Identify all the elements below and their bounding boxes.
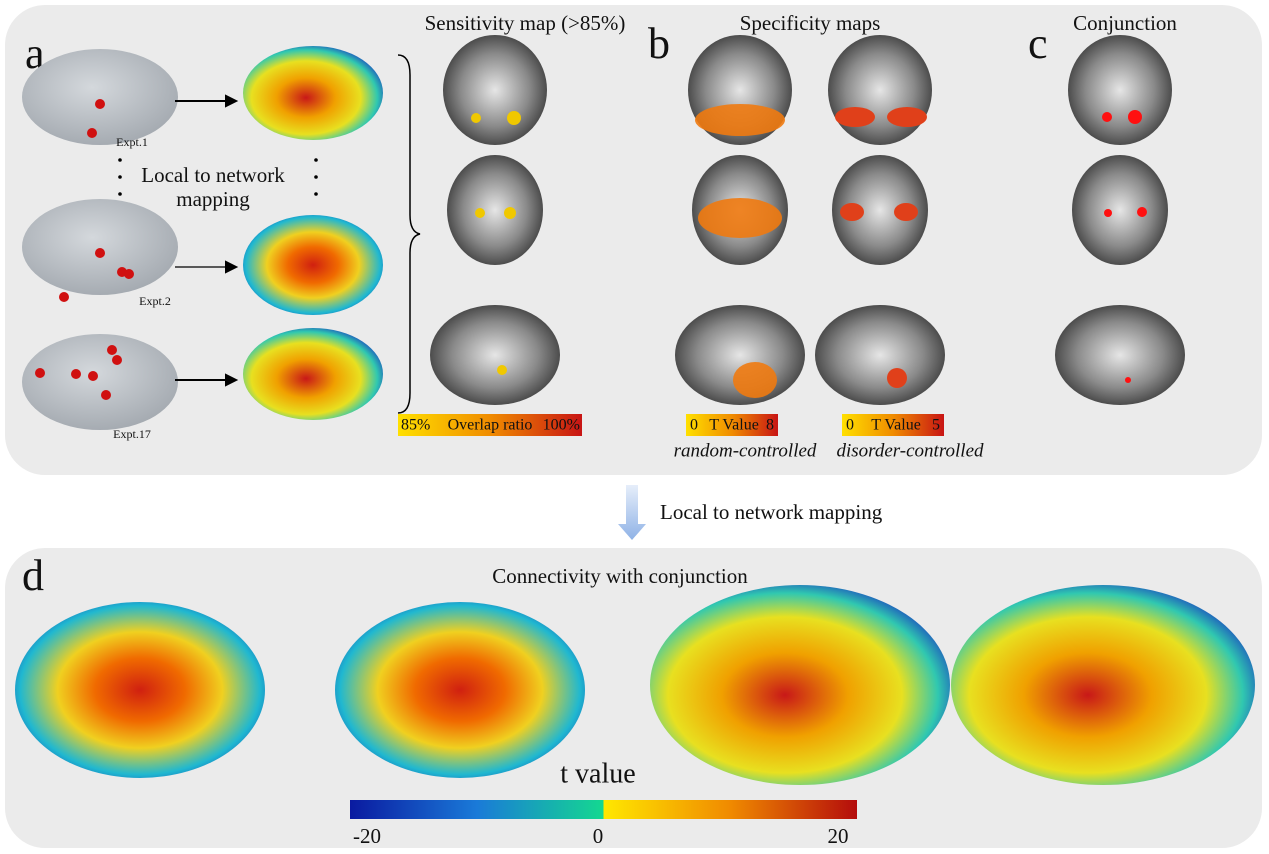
caption: disorder-controlled bbox=[836, 440, 984, 461]
colorbar bbox=[350, 800, 857, 819]
panel-title: Sensitivity map (>85%) bbox=[425, 11, 626, 35]
gray-brains bbox=[22, 49, 178, 430]
colorbar-label: 8 bbox=[766, 417, 774, 434]
colorbar bbox=[398, 414, 582, 436]
panel-bottom bbox=[5, 548, 1262, 848]
colorbar-label: 0 bbox=[846, 417, 854, 434]
brace bbox=[397, 54, 421, 414]
caption: random-controlled bbox=[674, 440, 817, 461]
panel-label: a bbox=[25, 29, 45, 78]
surface-brains bbox=[15, 585, 1255, 785]
experiment-label: Expt.17 bbox=[113, 427, 151, 441]
colorbar-label: 85% bbox=[401, 417, 430, 434]
network-brains bbox=[243, 46, 383, 420]
mapping-text: mapping bbox=[176, 187, 250, 211]
colorbar bbox=[842, 414, 944, 436]
experiment-label: Expt.2 bbox=[139, 294, 171, 308]
colorbar-tick: -20 bbox=[353, 824, 381, 848]
colorbar-label: 5 bbox=[932, 417, 940, 434]
colorbar-title: t value bbox=[560, 758, 635, 789]
colorbar-label: 0 bbox=[690, 417, 698, 434]
activations bbox=[471, 104, 1147, 398]
colorbar-label: 100% bbox=[543, 417, 580, 434]
down-arrow bbox=[618, 485, 646, 540]
mapping-text: Local to network bbox=[141, 163, 285, 187]
colorbar-label: Overlap ratio bbox=[448, 417, 533, 434]
panel-title: Connectivity with conjunction bbox=[492, 564, 748, 588]
panel-label: b bbox=[648, 19, 670, 68]
arrow-text: Local to network mapping bbox=[660, 500, 883, 524]
panel-label: c bbox=[1028, 19, 1048, 68]
colorbar-label: T Value bbox=[871, 417, 921, 434]
arrows bbox=[118, 94, 318, 387]
colorbar bbox=[686, 414, 778, 436]
colorbar-label: T Value bbox=[709, 417, 759, 434]
colorbar-tick: 20 bbox=[828, 824, 849, 848]
experiment-label: Expt.1 bbox=[116, 135, 148, 149]
panel-label: d bbox=[22, 551, 44, 600]
colorbar-tick: 0 bbox=[593, 824, 604, 848]
panel-title: Specificity maps bbox=[740, 11, 881, 35]
panel-title: Conjunction bbox=[1073, 11, 1177, 35]
